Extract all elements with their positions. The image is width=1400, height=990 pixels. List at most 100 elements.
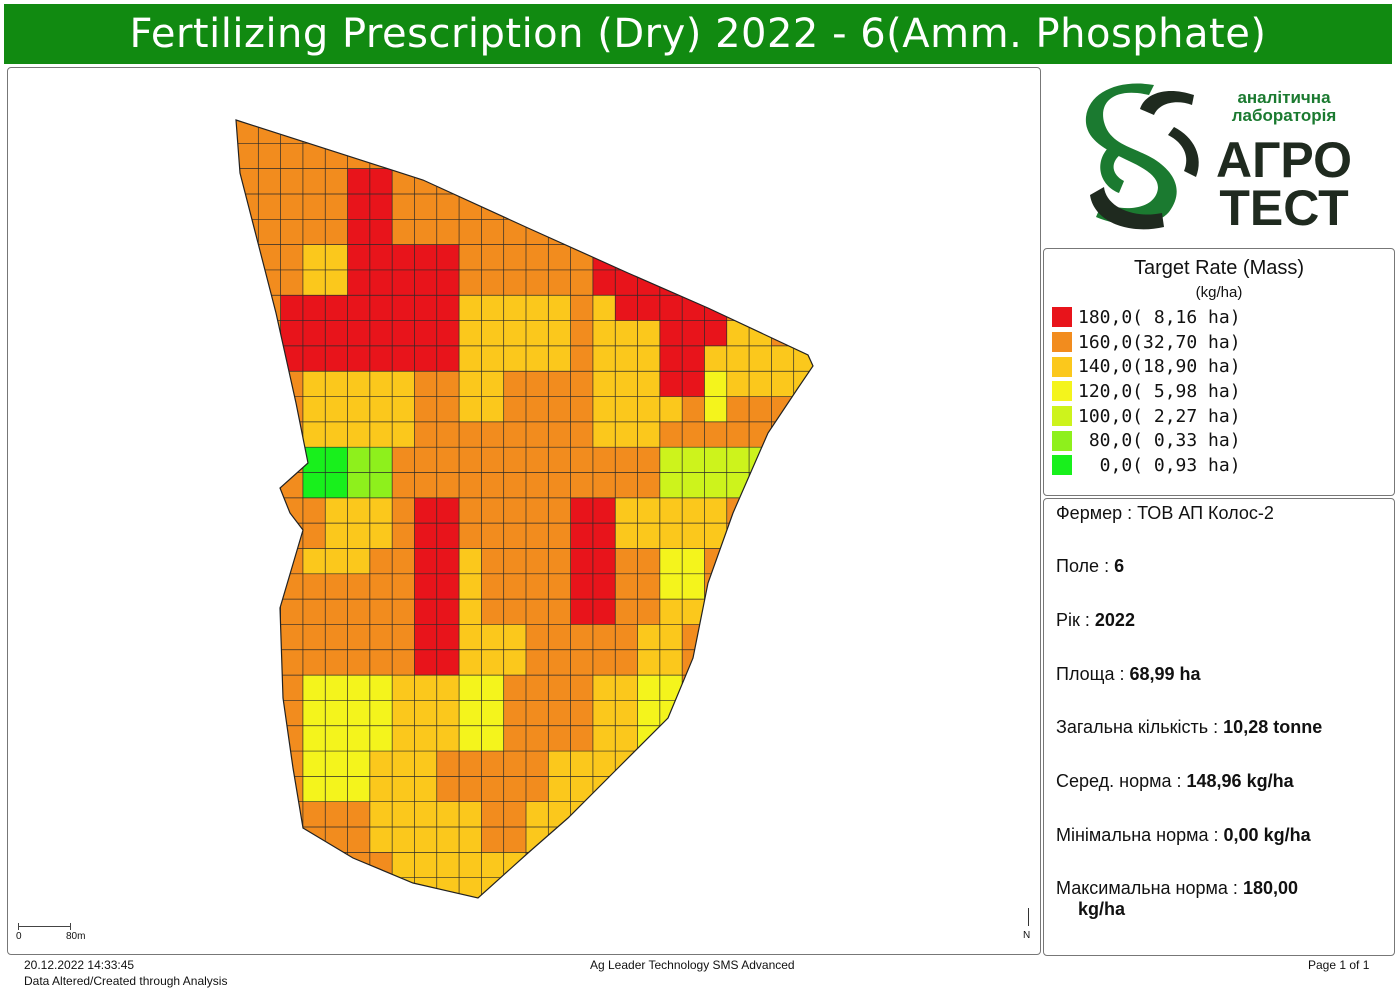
grid-cell: [726, 447, 750, 474]
grid-cell: [481, 548, 505, 575]
grid-cell: [592, 447, 616, 474]
grid-cell: [682, 776, 706, 803]
grid-cell: [682, 143, 706, 170]
grid-cell: [503, 320, 527, 347]
grid-cell: [414, 801, 438, 828]
grid-cell: [793, 168, 813, 195]
grid-cell: [749, 421, 772, 448]
grid-cell: [749, 244, 772, 271]
prescription-map[interactable]: [8, 68, 1040, 954]
grid-cell: [570, 295, 594, 322]
grid-cell: [414, 573, 438, 600]
grid-cell: [726, 219, 750, 246]
grid-cell: [793, 193, 813, 220]
footer-note: Data Altered/Created through Analysis: [24, 974, 228, 988]
grid-cell: [280, 295, 304, 322]
grid-cell: [258, 877, 282, 898]
grid-cell: [325, 168, 349, 195]
grid-cell: [771, 725, 795, 752]
grid-cell: [236, 320, 259, 347]
grid-cell: [615, 523, 639, 550]
grid-cell: [526, 244, 549, 271]
grid-cell: [592, 877, 616, 898]
grid-cell: [659, 599, 683, 626]
grid-cell: [793, 801, 813, 828]
grid-cell: [682, 751, 706, 777]
grid-cell: [280, 624, 304, 651]
grid-cell: [414, 143, 438, 170]
grid-cell: [659, 852, 683, 879]
grid-cell: [637, 801, 661, 828]
grid-cell: [570, 168, 594, 195]
legend-item-100: 100,0( 2,27 ha): [1052, 404, 1241, 429]
page-title: Fertilizing Prescription (Dry) 2022 - 6(…: [4, 4, 1392, 64]
grid-cell: [503, 700, 527, 727]
grid-cell: [771, 244, 795, 271]
grid-cell: [414, 649, 438, 676]
grid-cell: [347, 269, 371, 296]
grid-cell: [615, 193, 639, 220]
grid-cell: [392, 269, 416, 296]
grid-cell: [459, 801, 482, 828]
grid-cell: [347, 599, 371, 626]
grid-cell: [548, 269, 572, 296]
legend-swatch: [1052, 332, 1072, 353]
grid-cell: [436, 700, 460, 727]
grid-cell: [503, 345, 527, 372]
grid-cell: [637, 396, 661, 423]
grid-cell: [615, 801, 639, 828]
grid-cell: [526, 877, 549, 898]
avg-value: 148,96 kg/ha: [1186, 771, 1294, 791]
grid-cell: [325, 421, 349, 448]
grid-cell: [570, 700, 594, 727]
footer-page: Page 1 of 1: [1308, 958, 1370, 972]
grid-cell: [570, 120, 594, 144]
grid-cell: [369, 700, 393, 727]
grid-cell: [280, 193, 304, 220]
grid-cell: [749, 599, 772, 626]
grid-cell: [369, 193, 393, 220]
grid-cell: [526, 193, 549, 220]
grid-cell: [548, 649, 572, 676]
grid-cell: [236, 295, 259, 322]
grid-cell: [659, 725, 683, 752]
grid-cell: [659, 675, 683, 702]
grid-cell: [682, 801, 706, 828]
map-panel[interactable]: 0 80m N: [7, 67, 1041, 955]
grid-cell: [548, 447, 572, 474]
grid-cell: [726, 168, 750, 195]
grid-cell: [414, 269, 438, 296]
grid-cell: [637, 624, 661, 651]
grid-cell: [236, 827, 259, 853]
grid-cell: [548, 219, 572, 246]
grid-cell: [548, 523, 572, 550]
grid-cell: [459, 244, 482, 271]
grid-cell: [771, 624, 795, 651]
grid-cell: [436, 548, 460, 575]
grid-cell: [236, 497, 259, 524]
grid-cell: [414, 675, 438, 702]
grid-cell: [704, 320, 728, 347]
grid-cell: [503, 649, 527, 676]
grid-cell: [526, 700, 549, 727]
grid-cell: [459, 269, 482, 296]
grid-cell: [771, 447, 795, 474]
grid-cell: [749, 852, 772, 879]
grid-cell: [414, 320, 438, 347]
grid-cell: [436, 827, 460, 853]
legend-title: Target Rate (Mass): [1133, 257, 1305, 279]
grid-cell: [726, 396, 750, 423]
grid-cell: [414, 244, 438, 271]
grid-cell: [548, 295, 572, 322]
grid-cell: [526, 371, 549, 398]
grid-cell: [548, 244, 572, 271]
min-value: 0,00 kg/ha: [1223, 825, 1311, 845]
grid-cell: [302, 649, 326, 676]
grid-cell: [570, 345, 594, 372]
grid-cell: [459, 523, 482, 550]
grid-cell: [347, 573, 371, 600]
grid-cell: [704, 269, 728, 296]
grid-cell: [392, 295, 416, 322]
grid-cell: [682, 523, 706, 550]
grid-cell: [659, 168, 683, 195]
